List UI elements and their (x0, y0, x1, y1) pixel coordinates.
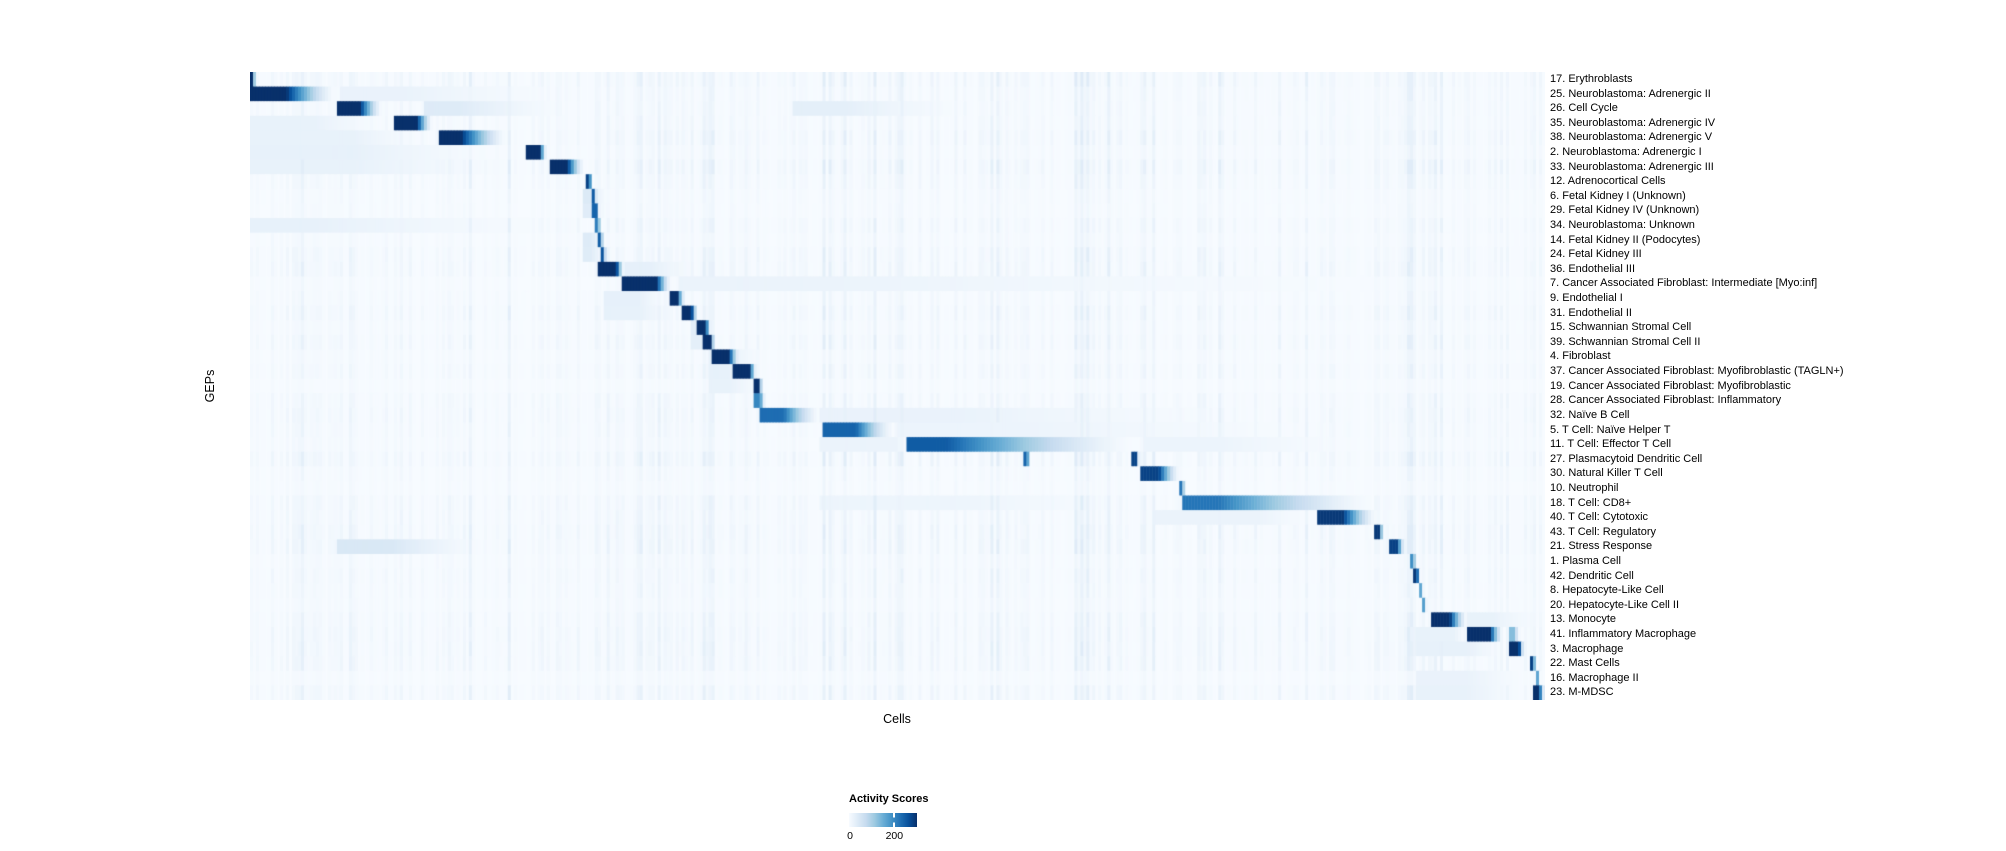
gep-row-label: 14. Fetal Kidney II (Podocytes) (1550, 233, 1701, 246)
x-axis-title: Cells (883, 712, 911, 726)
gep-row-label: 6. Fetal Kidney I (Unknown) (1550, 189, 1686, 202)
legend-tick-label-200: 200 (885, 830, 904, 842)
gep-row-label: 23. M-MDSC (1550, 686, 1614, 699)
gep-row-label: 25. Neuroblastoma: Adrenergic II (1550, 87, 1711, 100)
gep-row-label: 37. Cancer Associated Fibroblast: Myofib… (1550, 365, 1844, 378)
gep-row-label: 18. T Cell: CD8+ (1550, 496, 1632, 509)
gep-row-label: 38. Neuroblastoma: Adrenergic V (1550, 131, 1713, 144)
legend-tick-label-0: 0 (847, 830, 853, 842)
gep-row-label: 3. Macrophage (1550, 642, 1624, 655)
gep-row-label: 9. Endothelial I (1550, 292, 1623, 305)
gep-row-label: 10. Neutrophil (1550, 481, 1619, 494)
gep-row-label: 30. Natural Killer T Cell (1550, 467, 1663, 480)
gep-row-label: 35. Neuroblastoma: Adrenergic IV (1550, 116, 1716, 129)
gep-row-label: 7. Cancer Associated Fibroblast: Interme… (1550, 277, 1818, 290)
legend-bar-wrap (849, 813, 917, 827)
gep-row-label: 40. T Cell: Cytotoxic (1550, 511, 1649, 524)
gep-row-label: 20. Hepatocyte-Like Cell II (1550, 598, 1680, 611)
gep-row-label: 41. Inflammatory Macrophage (1550, 627, 1697, 640)
gep-row-label: 34. Neuroblastoma: Unknown (1550, 219, 1695, 232)
gep-row-label: 43. T Cell: Regulatory (1550, 525, 1656, 538)
gep-row-label: 28. Cancer Associated Fibroblast: Inflam… (1550, 394, 1782, 407)
gep-row-label: 8. Hepatocyte-Like Cell (1550, 584, 1664, 597)
gep-row-label: 32. Naïve B Cell (1550, 408, 1630, 421)
legend-title: Activity Scores (849, 793, 929, 805)
gep-row-label: 16. Macrophage II (1550, 671, 1639, 684)
gep-row-label: 5. T Cell: Naïve Helper T (1550, 423, 1671, 436)
gep-row-label: 21. Stress Response (1550, 540, 1653, 553)
gep-row-label: 19. Cancer Associated Fibroblast: Myofib… (1550, 379, 1791, 392)
gep-row-label: 17. Erythroblasts (1550, 73, 1633, 85)
gep-row-label: 22. Mast Cells (1550, 657, 1620, 670)
gep-row-label: 2. Neuroblastoma: Adrenergic I (1550, 146, 1702, 159)
gep-row-label: 26. Cell Cycle (1550, 102, 1618, 115)
gep-row-label: 31. Endothelial II (1550, 306, 1632, 319)
gep-row-label: 11. T Cell: Effector T Cell (1550, 438, 1672, 451)
heatmap (250, 72, 1545, 700)
legend-gradient-bar (849, 813, 917, 827)
legend-tick-200 (893, 813, 896, 827)
gep-row-label: 42. Dendritic Cell (1550, 569, 1634, 582)
gep-row-label: 13. Monocyte (1550, 613, 1617, 626)
gep-row-label: 29. Fetal Kidney IV (Unknown) (1550, 204, 1700, 217)
legend-tick-labels: 0 200 (847, 830, 969, 844)
gep-row-label: 4. Fibroblast (1550, 350, 1611, 363)
gep-row-label: 15. Schwannian Stromal Cell (1550, 321, 1692, 334)
gep-row-label: 24. Fetal Kidney III (1550, 248, 1642, 261)
gep-row-label: 36. Endothelial III (1550, 262, 1636, 275)
gep-row-label: 39. Schwannian Stromal Cell II (1550, 335, 1701, 348)
gep-row-label: 33. Neuroblastoma: Adrenergic III (1550, 160, 1714, 173)
colorbar-legend: Activity Scores 0 200 (847, 793, 969, 844)
gep-row-label: 1. Plasma Cell (1550, 554, 1621, 567)
gep-row-label: 27. Plasmacytoid Dendritic Cell (1550, 452, 1703, 465)
y-axis-title: GEPs (203, 369, 217, 403)
gep-row-label: 12. Adrenocortical Cells (1550, 175, 1666, 188)
